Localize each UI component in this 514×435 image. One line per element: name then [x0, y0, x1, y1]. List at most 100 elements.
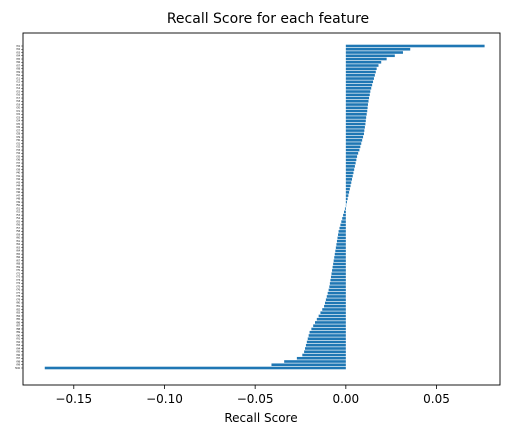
bar	[330, 275, 346, 279]
bar	[332, 265, 346, 269]
bar	[333, 259, 346, 262]
bar	[325, 298, 346, 301]
bar	[345, 197, 348, 201]
y-tick-label: f36	[16, 159, 20, 162]
bar	[333, 262, 346, 266]
bar	[345, 174, 353, 178]
y-tick-label: f28	[16, 133, 20, 136]
y-tick-label: f14	[16, 87, 20, 90]
y-tick-label: f50	[16, 204, 20, 207]
y-tick-label: f03	[16, 51, 20, 54]
y-tick-label: f75	[16, 285, 20, 288]
y-tick-label: f11	[16, 77, 20, 80]
bar	[345, 148, 360, 152]
bar	[328, 288, 346, 292]
bar	[345, 178, 353, 181]
y-tick-label: f63	[16, 246, 20, 249]
bar	[345, 200, 347, 204]
bar	[307, 337, 346, 341]
y-tick-label: f34	[16, 152, 20, 155]
y-tick-label: f13	[16, 84, 20, 87]
y-tick-label: f41	[16, 175, 20, 178]
bar	[339, 226, 346, 230]
bar	[343, 213, 346, 217]
y-tick-label: f87	[16, 325, 20, 328]
y-tick-label: f66	[16, 256, 20, 259]
y-tick-label: f70	[16, 269, 20, 272]
bar	[345, 47, 411, 51]
y-tick-label: f26	[16, 126, 20, 129]
y-tick-label: f51	[16, 207, 20, 210]
y-tick-label: f85	[16, 318, 20, 321]
y-tick-label: f45	[16, 188, 20, 191]
bar	[322, 308, 346, 311]
bar	[345, 168, 355, 171]
x-axis-label: Recall Score	[224, 411, 297, 425]
bar	[341, 220, 346, 223]
bar	[345, 103, 368, 106]
y-tick-label: f43	[16, 181, 20, 184]
bar	[284, 360, 346, 363]
bar	[345, 132, 364, 136]
bar	[327, 291, 346, 295]
bar	[330, 278, 346, 282]
bar	[345, 184, 351, 188]
y-tick-label: f31	[16, 142, 20, 145]
bar	[326, 295, 346, 298]
bar	[345, 158, 357, 162]
bar	[345, 109, 368, 113]
y-tick-label: f97	[16, 357, 20, 360]
y-tick-label: f64	[16, 250, 20, 253]
bar	[271, 363, 346, 367]
y-tick-label: f53	[16, 214, 20, 217]
bar	[345, 57, 387, 61]
bar	[345, 142, 362, 145]
bar	[318, 314, 346, 318]
y-tick-label: f22	[16, 113, 20, 116]
bar	[308, 334, 346, 337]
y-tick-label: f54	[16, 217, 20, 220]
bar	[44, 366, 346, 370]
bar	[345, 86, 372, 90]
y-tick-label: f39	[16, 168, 20, 171]
bars-group	[44, 44, 485, 370]
bar	[345, 113, 367, 116]
bar	[345, 60, 382, 64]
y-tick-label: f91	[16, 338, 20, 341]
bar	[345, 99, 369, 103]
y-tick-label: f04	[16, 55, 20, 58]
y-tick-label: f57	[16, 227, 20, 230]
bar	[334, 252, 346, 256]
y-tick-label: f29	[16, 136, 20, 139]
bar	[345, 135, 364, 139]
y-tick-label: f60	[16, 237, 20, 240]
y-tick-label: f77	[16, 292, 20, 295]
x-tick-label: −0.15	[55, 392, 92, 406]
y-tick-label: f30	[16, 139, 20, 142]
y-tick-label: f23	[16, 116, 20, 119]
bar	[324, 304, 346, 308]
bar	[345, 116, 367, 119]
y-tick-label: f20	[16, 107, 20, 110]
y-tick-label: f94	[16, 347, 20, 350]
y-tick-label: f73	[16, 279, 20, 282]
y-tick-label: f02	[16, 48, 20, 51]
y-tick-label: f100	[15, 367, 21, 370]
bar	[302, 353, 346, 357]
y-tick-label: f72	[16, 276, 20, 279]
bar	[345, 187, 350, 191]
x-axis-ticks: −0.15 −0.10 −0.05 0.00 0.05	[55, 385, 450, 406]
bar	[345, 126, 365, 129]
y-tick-label: f84	[16, 315, 20, 318]
y-tick-label: f40	[16, 172, 20, 175]
y-tick-label: f49	[16, 201, 20, 204]
y-tick-label: f79	[16, 298, 20, 301]
bar	[305, 343, 346, 347]
bar	[309, 330, 346, 334]
bar	[305, 347, 346, 350]
y-tick-label: f19	[16, 103, 20, 106]
bar	[345, 96, 370, 100]
y-tick-label: f01	[16, 45, 20, 48]
bar	[345, 54, 395, 58]
